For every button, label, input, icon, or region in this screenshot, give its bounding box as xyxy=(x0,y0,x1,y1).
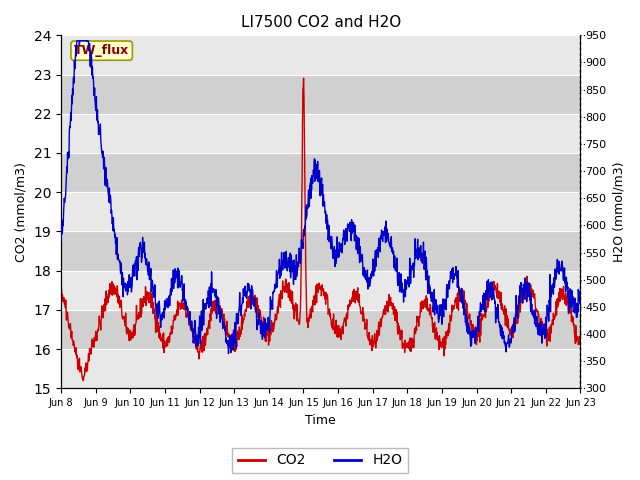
Bar xyxy=(61,36,580,74)
Bar xyxy=(61,271,580,310)
Title: LI7500 CO2 and H2O: LI7500 CO2 and H2O xyxy=(241,15,401,30)
Bar xyxy=(61,114,580,153)
Bar xyxy=(61,349,580,388)
X-axis label: Time: Time xyxy=(305,414,336,427)
Bar xyxy=(61,153,580,192)
Bar xyxy=(61,310,580,349)
Bar xyxy=(61,231,580,271)
Y-axis label: H2O (mmol/m3): H2O (mmol/m3) xyxy=(612,162,625,262)
Bar xyxy=(61,74,580,114)
Y-axis label: CO2 (mmol/m3): CO2 (mmol/m3) xyxy=(15,162,28,262)
Legend: CO2, H2O: CO2, H2O xyxy=(232,448,408,473)
Text: TW_flux: TW_flux xyxy=(74,44,129,57)
Bar xyxy=(61,192,580,231)
